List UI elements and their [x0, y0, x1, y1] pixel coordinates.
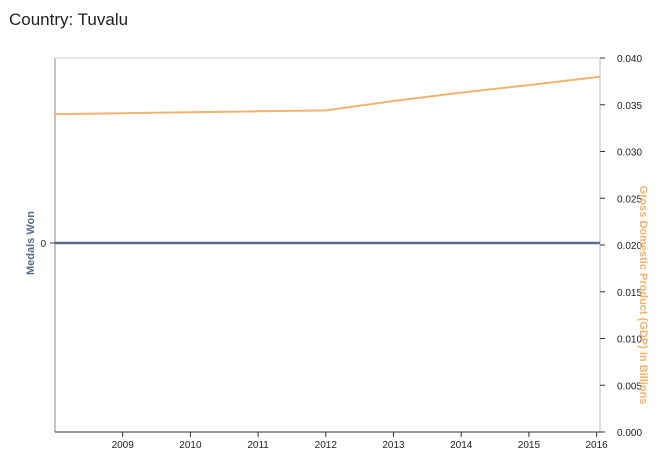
- x-tick-label: 2016: [585, 440, 608, 451]
- gdp-series-line: [54, 75, 601, 116]
- x-tick-label: 2010: [179, 440, 202, 451]
- y-right-tick-label: 0.000: [617, 428, 642, 439]
- y-right-tick-label: 0.005: [617, 381, 642, 392]
- y-axis-right-label: Gross Domestic Product (GDP) in Billions: [637, 186, 649, 405]
- axes: 0 2009 2010 2011 2012 2013 2014 2015 2016 0.000 0.…: [40, 54, 642, 451]
- y-right-tick-label: 0.020: [617, 241, 642, 252]
- y-axis-left-label: Medals Won: [25, 211, 37, 275]
- y-right-tick-label: 0.030: [617, 148, 642, 159]
- x-tick-label: 2009: [112, 440, 135, 451]
- y-right-tick-label: 0.035: [617, 101, 642, 112]
- y-right-tick-label: 0.015: [617, 288, 642, 299]
- y-right-tick-label: 0.040: [617, 54, 642, 65]
- chart-title: Country: Tuvalu: [9, 10, 129, 29]
- x-tick-label: 2011: [247, 440, 269, 451]
- x-tick-label: 2013: [382, 440, 405, 451]
- x-tick-label: 2015: [518, 440, 541, 451]
- y-right-tick-label: 0.025: [617, 194, 642, 205]
- y-left-tick-label: 0: [40, 239, 46, 250]
- y-right-tick-label: 0.010: [617, 335, 642, 346]
- x-tick-label: 2014: [450, 440, 473, 451]
- x-tick-label: 2012: [315, 440, 338, 451]
- series-layer: [54, 75, 601, 245]
